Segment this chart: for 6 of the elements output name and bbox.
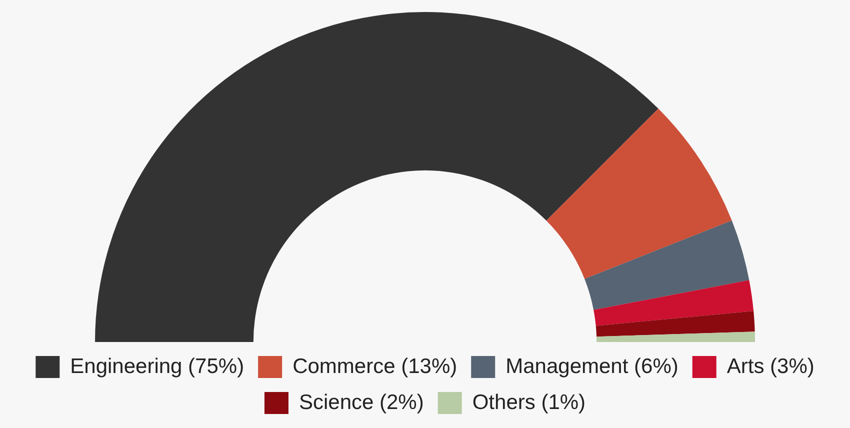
legend-label: Management (6%) — [506, 354, 678, 378]
legend-label: Arts (3%) — [726, 354, 814, 378]
legend-label: Engineering (75%) — [70, 354, 244, 378]
legend-label: Others (1%) — [472, 390, 586, 414]
legend-label: Commerce (13%) — [292, 354, 458, 378]
legend-label: Science (2%) — [298, 390, 424, 414]
